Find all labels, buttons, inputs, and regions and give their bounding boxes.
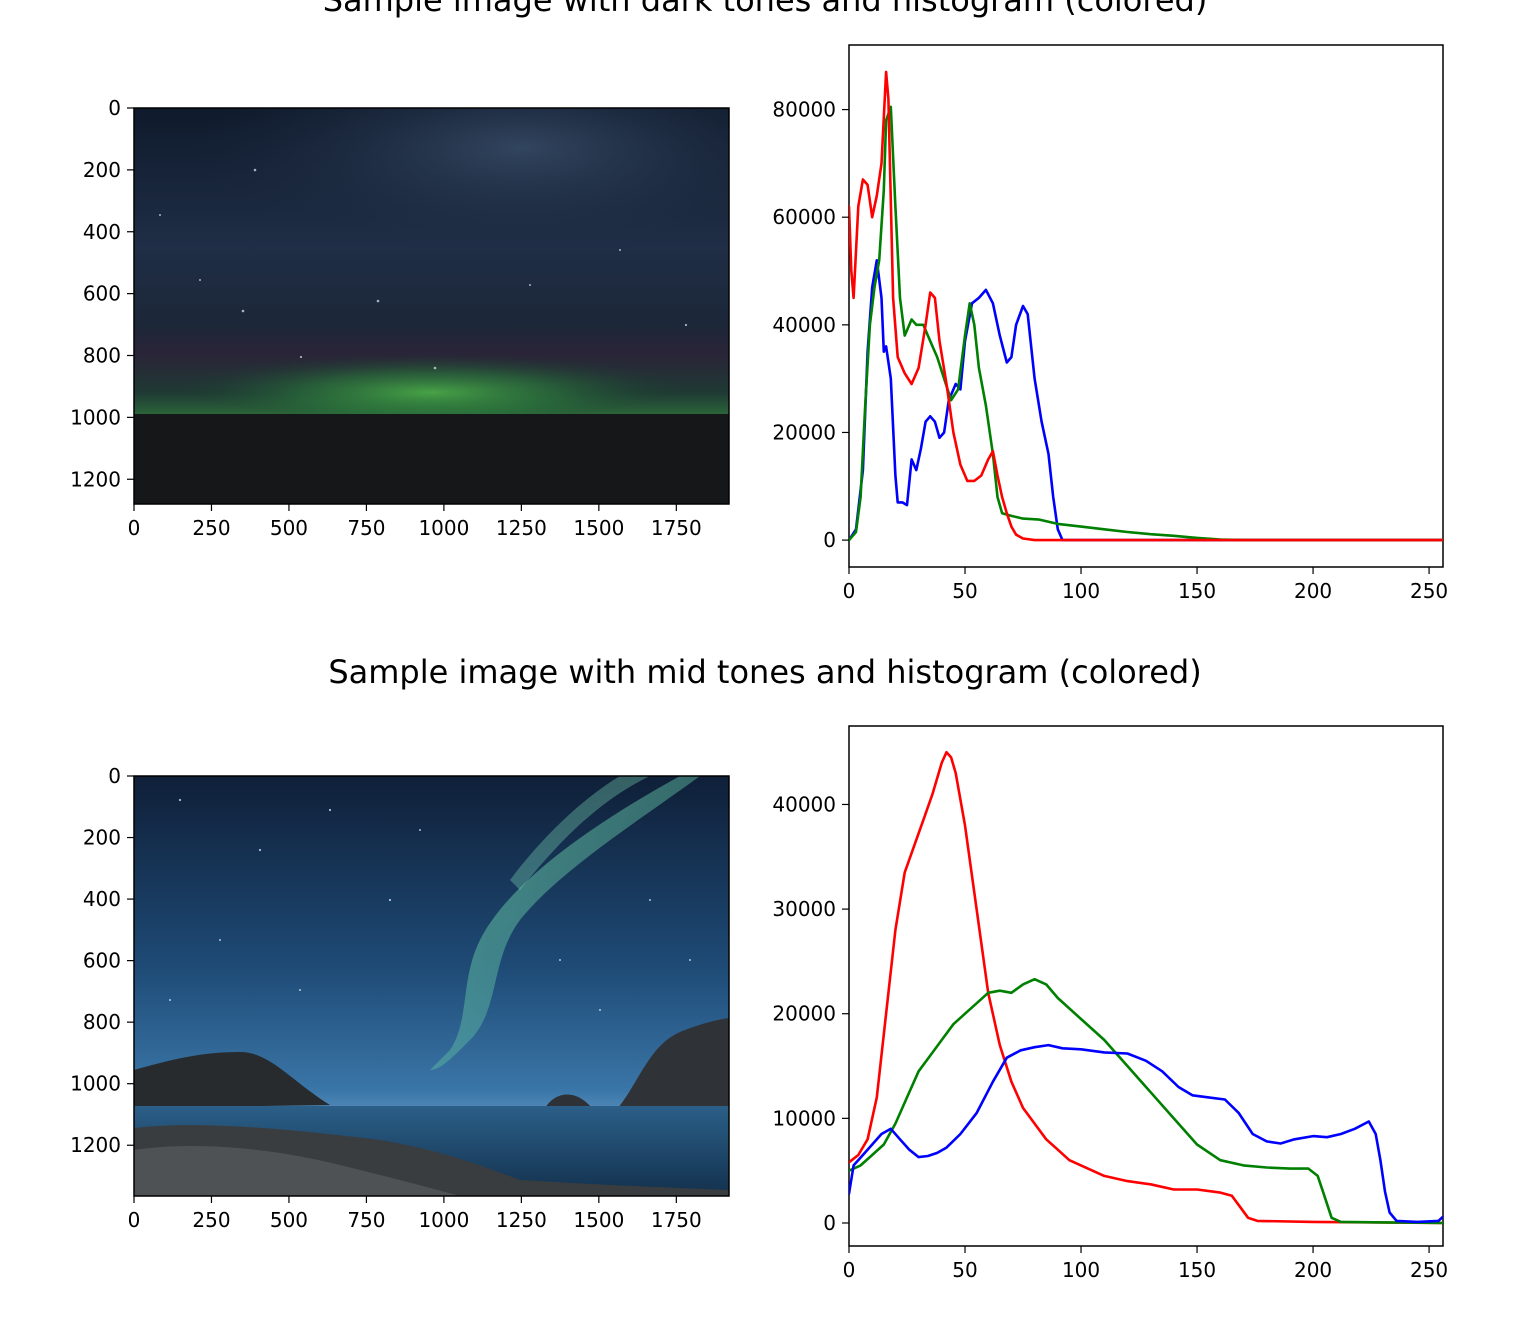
panel-2-x-tick-label: 250 bbox=[1410, 579, 1448, 603]
dark-tones-photo-axes: 0 250 500 750 1000 1250 1500 1750 0 200 400 600 800 1… bbox=[70, 96, 702, 540]
panel-1-x-tick-label: 750 bbox=[347, 516, 385, 540]
panel-3-y-tick-label: 800 bbox=[83, 1010, 121, 1034]
panel-4-y-tick-label: 0 bbox=[823, 1211, 836, 1235]
panel-2-red-channel-line bbox=[849, 70, 1443, 542]
panel-3-y-tick-label: 1000 bbox=[70, 1072, 121, 1096]
panel-1-y-tick-label: 600 bbox=[83, 282, 121, 306]
panel-4-x-tick-label: 50 bbox=[952, 1258, 977, 1282]
panel-3-y-tick-label: 600 bbox=[83, 949, 121, 973]
panel-1-y-tick-label: 0 bbox=[108, 96, 121, 120]
panel-4-x-tick-label: 150 bbox=[1178, 1258, 1216, 1282]
panel-3-x-tick-label: 1000 bbox=[418, 1208, 469, 1232]
figure-title-mid-tones: Sample image with mid tones and histogra… bbox=[328, 653, 1202, 691]
panel-4-red-channel-line bbox=[849, 750, 1443, 1225]
panel-1-y-tick-label: 800 bbox=[83, 344, 121, 368]
panel-1-y-tick-label: 1200 bbox=[70, 467, 121, 491]
panel-4-x-tick-label: 0 bbox=[843, 1258, 856, 1282]
mid-tones-photo bbox=[134, 776, 729, 1196]
panel-2-y-tick-label: 20000 bbox=[772, 420, 836, 444]
panel-4-x-tick-label: 100 bbox=[1062, 1258, 1100, 1282]
panel-3-x-tick-label: 500 bbox=[270, 1208, 308, 1232]
panel-3-x-tick-label: 1500 bbox=[573, 1208, 624, 1232]
panel-2-x-tick-label: 200 bbox=[1294, 579, 1332, 603]
panel-3-y-tick-label: 200 bbox=[83, 826, 121, 850]
panel-2-x-tick-label: 150 bbox=[1178, 579, 1216, 603]
dark-tones-photo-frame bbox=[133, 107, 730, 505]
panel-2-green-channel-line bbox=[849, 105, 1443, 542]
panel-4-x-tick-label: 200 bbox=[1294, 1258, 1332, 1282]
panel-1-x-tick-label: 1750 bbox=[651, 516, 702, 540]
panel-2-blue-channel-line bbox=[849, 259, 1443, 542]
mid-tones-photo-axes: 0 250 500 750 1000 1250 1500 1750 0 200 400 600 800 1… bbox=[70, 764, 702, 1232]
dark-tones-histogram-frame bbox=[848, 44, 1444, 568]
panel-3-y-tick-label: 1200 bbox=[70, 1133, 121, 1157]
panel-2-x-tick-label: 100 bbox=[1062, 579, 1100, 603]
panel-2-y-tick-label: 40000 bbox=[772, 313, 836, 337]
panel-3-y-tick-label: 0 bbox=[108, 764, 121, 788]
panel-2-x-tick-label: 0 bbox=[843, 579, 856, 603]
panel-3-x-tick-label: 1750 bbox=[651, 1208, 702, 1232]
panel-3-x-tick-label: 0 bbox=[128, 1208, 141, 1232]
mid-tones-histogram-axes: 0 50 100 150 200 250 0 10000 20000 30000 40000 bbox=[772, 792, 1448, 1282]
dark-tones-histogram-plot bbox=[849, 70, 1443, 542]
panel-4-y-tick-label: 20000 bbox=[772, 1002, 836, 1026]
mid-tones-histogram-plot bbox=[849, 750, 1443, 1225]
mid-tones-photo-frame bbox=[133, 775, 730, 1197]
panel-1-y-tick-label: 400 bbox=[83, 220, 121, 244]
dark-tones-histogram-axes: 0 50 100 150 200 250 0 20000 40000 60000 80000 bbox=[772, 98, 1448, 603]
panel-3-x-tick-label: 250 bbox=[192, 1208, 230, 1232]
panel-2-y-tick-label: 80000 bbox=[772, 98, 836, 122]
panel-2-y-tick-label: 0 bbox=[823, 528, 836, 552]
panel-1-x-tick-label: 1250 bbox=[496, 516, 547, 540]
panel-4-y-tick-label: 40000 bbox=[772, 792, 836, 816]
panel-4-green-channel-line bbox=[849, 977, 1443, 1225]
panel-1-x-tick-label: 1000 bbox=[418, 516, 469, 540]
panel-1-x-tick-label: 500 bbox=[270, 516, 308, 540]
panel-1-x-tick-label: 1500 bbox=[573, 516, 624, 540]
panel-3-y-tick-label: 400 bbox=[83, 887, 121, 911]
panel-4-blue-channel-line bbox=[849, 1043, 1443, 1224]
panel-3-x-tick-label: 750 bbox=[347, 1208, 385, 1232]
panel-4-y-tick-label: 30000 bbox=[772, 897, 836, 921]
figure-title-dark-tones: Sample image with dark tones and histogr… bbox=[322, 0, 1208, 19]
panel-1-x-tick-label: 250 bbox=[192, 516, 230, 540]
panel-1-x-tick-label: 0 bbox=[128, 516, 141, 540]
panel-4-y-tick-label: 10000 bbox=[772, 1106, 836, 1130]
mid-tones-histogram-frame bbox=[848, 725, 1444, 1247]
panel-2-y-tick-label: 60000 bbox=[772, 205, 836, 229]
panel-4-x-tick-label: 250 bbox=[1410, 1258, 1448, 1282]
panel-2-x-tick-label: 50 bbox=[952, 579, 977, 603]
panel-1-y-tick-label: 1000 bbox=[70, 405, 121, 429]
panel-3-x-tick-label: 1250 bbox=[496, 1208, 547, 1232]
dark-tones-photo bbox=[134, 108, 729, 504]
panel-1-y-tick-label: 200 bbox=[83, 158, 121, 182]
